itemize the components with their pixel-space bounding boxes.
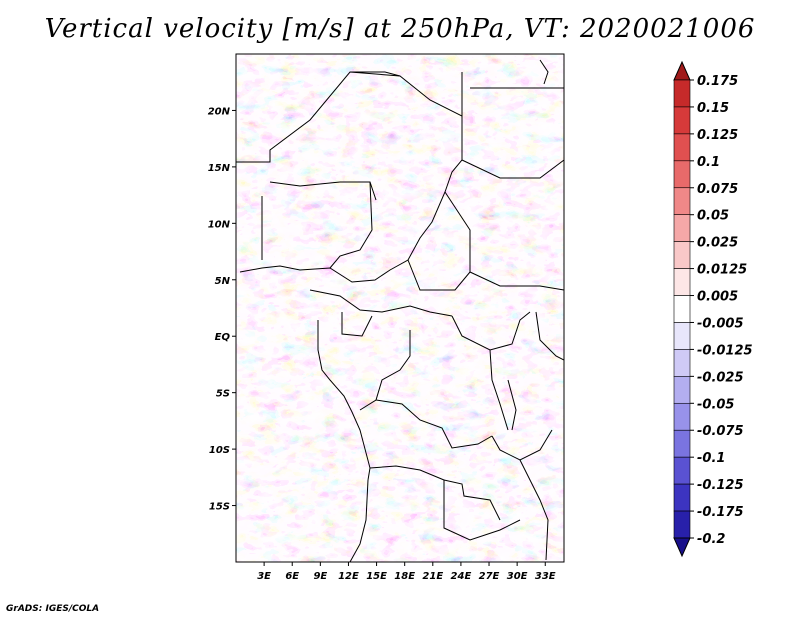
colorbar: 0.175 0.15 0.125 0.1 0.075 0.05 0.025 0.0125 0.0… xyxy=(673,60,753,558)
colorbar-segment xyxy=(673,510,691,539)
colorbar-segment xyxy=(673,402,691,431)
lon-tick-label: 6E xyxy=(285,571,299,582)
colorbar-label: -0.025 xyxy=(697,370,744,385)
colorbar-label: -0.125 xyxy=(697,478,744,493)
lat-tick-label: 10S xyxy=(209,445,230,456)
lon-tick-label: 9E xyxy=(313,571,327,582)
colorbar-label: 0.075 xyxy=(697,182,738,197)
colorbar-label: 0.005 xyxy=(697,290,738,305)
lon-tick-label: 15E xyxy=(366,571,387,582)
colorbar-segment xyxy=(673,322,691,350)
colorbar-segment xyxy=(673,214,691,242)
lat-tick-label: 15S xyxy=(209,502,230,513)
country-borders xyxy=(236,59,564,562)
colorbar-segment xyxy=(673,106,691,135)
lat-tick-label: 20N xyxy=(208,106,231,117)
colorbar-segment xyxy=(673,187,691,216)
colorbar-label: -0.075 xyxy=(697,424,744,439)
colorbar-segment xyxy=(673,133,691,162)
colorbar-label: 0.125 xyxy=(697,128,738,143)
map-frame xyxy=(235,53,565,563)
colorbar-segment xyxy=(673,456,691,485)
colorbar-label: 0.1 xyxy=(697,155,720,170)
lon-tick-label: 24E xyxy=(451,571,472,582)
colorbar-bottom-arrow xyxy=(673,537,691,558)
lon-tick-label: 12E xyxy=(338,571,359,582)
map-title: Vertical velocity [m/s] at 250hPa, VT: 2… xyxy=(44,14,756,44)
lat-tick-label: 5N xyxy=(215,276,231,287)
colorbar-label: 0.025 xyxy=(697,236,738,251)
lon-tick-label: 30E xyxy=(507,571,528,582)
colorbar-label: -0.0125 xyxy=(697,343,753,358)
colorbar-label: -0.05 xyxy=(697,397,734,412)
colorbar-label: 0.0125 xyxy=(697,263,747,278)
lat-tick-label: 15N xyxy=(208,163,231,174)
colorbar-segment xyxy=(673,295,691,323)
lon-tick-label: 33E xyxy=(535,571,556,582)
lon-tick-label: 18E xyxy=(394,571,415,582)
colorbar-label: -0.175 xyxy=(697,505,744,520)
colorbar-label: 0.15 xyxy=(697,101,729,116)
colorbar-segment xyxy=(673,160,691,189)
colorbar-label: -0.005 xyxy=(697,316,744,331)
colorbar-label: 0.05 xyxy=(697,209,729,224)
latitude-axis: 20N 15N 10N 5N EQ 5S 10S 15S xyxy=(208,106,236,513)
lon-tick-label: 21E xyxy=(422,571,443,582)
colorbar-label: 0.175 xyxy=(697,74,738,89)
colorbar-segment xyxy=(673,241,691,269)
colorbar-label: -0.2 xyxy=(697,532,725,547)
longitude-axis: 3E 6E 9E 12E 15E 18E 21E 24E 27E 30E 33E xyxy=(257,562,556,582)
lat-tick-label: 5S xyxy=(216,389,230,400)
colorbar-top-arrow xyxy=(673,60,691,81)
colorbar-segment xyxy=(673,349,691,377)
lat-tick-label: EQ xyxy=(215,332,231,343)
lat-tick-label: 10N xyxy=(208,219,231,230)
colorbar-segment xyxy=(673,376,691,404)
colorbar-segment xyxy=(673,483,691,512)
lon-tick-label: 3E xyxy=(257,571,271,582)
grads-credit: GrADS: IGES/COLA xyxy=(6,604,100,614)
colorbar-segment xyxy=(673,79,691,108)
colorbar-segment xyxy=(673,268,691,296)
colorbar-segment xyxy=(673,429,691,458)
colorbar-label: -0.1 xyxy=(697,451,725,466)
lon-tick-label: 27E xyxy=(479,571,500,582)
